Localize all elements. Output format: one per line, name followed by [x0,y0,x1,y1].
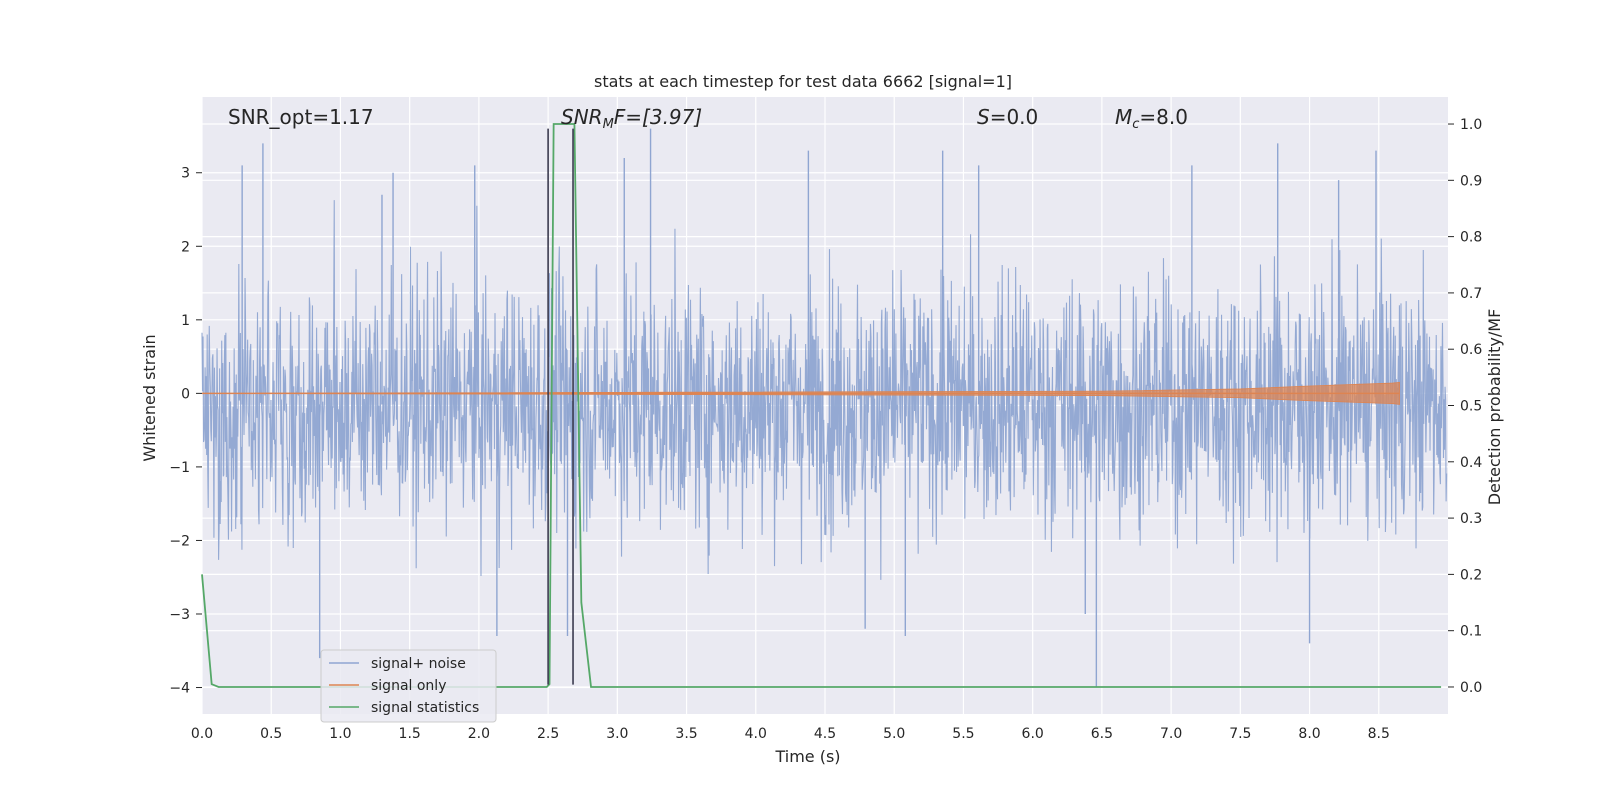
y-tick-label: −3 [169,607,190,623]
x-tick-label: 7.0 [1160,726,1182,742]
x-tick-label: 3.0 [606,726,628,742]
y-axis-label: Whitened strain [140,334,159,461]
y2-tick-label: 0.6 [1460,342,1482,358]
y2-tick-label: 0.8 [1460,230,1482,246]
y-tick-label: 2 [181,239,190,255]
x-tick-label: 0.0 [191,726,213,742]
y-axis-ticks: −4 −3 −2 −1 0 1 2 3 [169,166,202,697]
x-tick-label: 6.0 [1022,726,1044,742]
x-tick-label: 4.5 [814,726,836,742]
y2-tick-label: 0.4 [1460,455,1482,471]
legend-box [320,649,497,723]
y2-tick-label: 0.0 [1460,680,1482,696]
y-tick-label: −1 [169,460,190,476]
legend-label-signal-only: signal only [371,678,446,694]
annotation-mc: Mc=8.0 [1115,105,1188,132]
annotation-mc-rest: =8.0 [1139,105,1188,129]
annotation-snr-mf-main: SNR [561,105,603,129]
legend-label-signal-noise: signal+ noise [371,656,466,672]
statistics-line [201,123,1442,688]
annotation-snr-opt: SNR_opt=1.17 [228,105,374,129]
x-tick-label: 2.5 [537,726,559,742]
y-tick-label: 1 [181,313,190,329]
vertical-markers [547,128,574,685]
annotation-s-rest: =0.0 [990,105,1039,129]
annotation-mc-sub: c [1132,117,1139,132]
annotation-s: S=0.0 [977,105,1038,129]
x-tick-label: 7.5 [1229,726,1251,742]
y2-tick-label: 0.9 [1460,173,1482,189]
x-tick-label: 2.0 [468,726,490,742]
series-signal-statistics [201,123,1442,688]
x-tick-label: 8.0 [1298,726,1320,742]
annotation-snr-mf-rest: F=[3.97] [614,105,702,129]
y2-axis-ticks: 0.0 0.1 0.2 0.3 0.4 0.5 0.6 0.7 0.8 0.9 1.0 [1448,117,1482,696]
y2-axis-label: Detection probability/MF [1485,309,1504,506]
x-axis-label: Time (s) [774,747,840,766]
y-tick-label: 3 [181,166,190,182]
series-signal-only [201,381,1400,405]
x-tick-label: 5.5 [952,726,974,742]
legend-label-signal-statistics: signal statistics [371,700,479,716]
signal-chirp [201,381,1400,405]
y2-tick-label: 0.1 [1460,624,1482,640]
x-tick-label: 3.5 [675,726,697,742]
x-tick-label: 1.5 [399,726,421,742]
annotation-mc-main: M [1115,105,1132,129]
x-tick-label: 1.0 [329,726,351,742]
annotation-s-main: S [977,105,990,129]
annotation-snr-mf: SNRMF=[3.97] [561,105,702,132]
y-tick-label: −2 [169,533,190,549]
chart-title: stats at each timestep for test data 666… [594,72,1012,91]
y2-tick-label: 0.7 [1460,286,1482,302]
x-tick-label: 5.0 [883,726,905,742]
y-tick-label: 0 [181,386,190,402]
annotations: SNR_opt=1.17 SNRMF=[3.97] S=0.0 Mc=8.0 [228,105,1188,132]
annotation-snr-mf-sub: M [603,117,614,132]
y2-tick-label: 1.0 [1460,117,1482,133]
x-axis-ticks: 0.0 0.5 1.0 1.5 2.0 2.5 3.0 3.5 4.0 4.5 5.0 5.5 6.0 6… [191,726,1390,742]
x-tick-label: 4.0 [745,726,767,742]
x-tick-label: 8.5 [1368,726,1390,742]
y2-tick-label: 0.3 [1460,511,1482,527]
legend: signal+ noise signal only signal statist… [320,649,497,723]
y-tick-label: −4 [169,681,190,697]
grid [201,97,1448,714]
x-tick-label: 6.5 [1091,726,1113,742]
y2-tick-label: 0.5 [1460,399,1482,415]
y2-tick-label: 0.2 [1460,567,1482,583]
noise-trace [201,200,1448,580]
series-signal-noise [201,128,1448,688]
x-tick-label: 0.5 [260,726,282,742]
